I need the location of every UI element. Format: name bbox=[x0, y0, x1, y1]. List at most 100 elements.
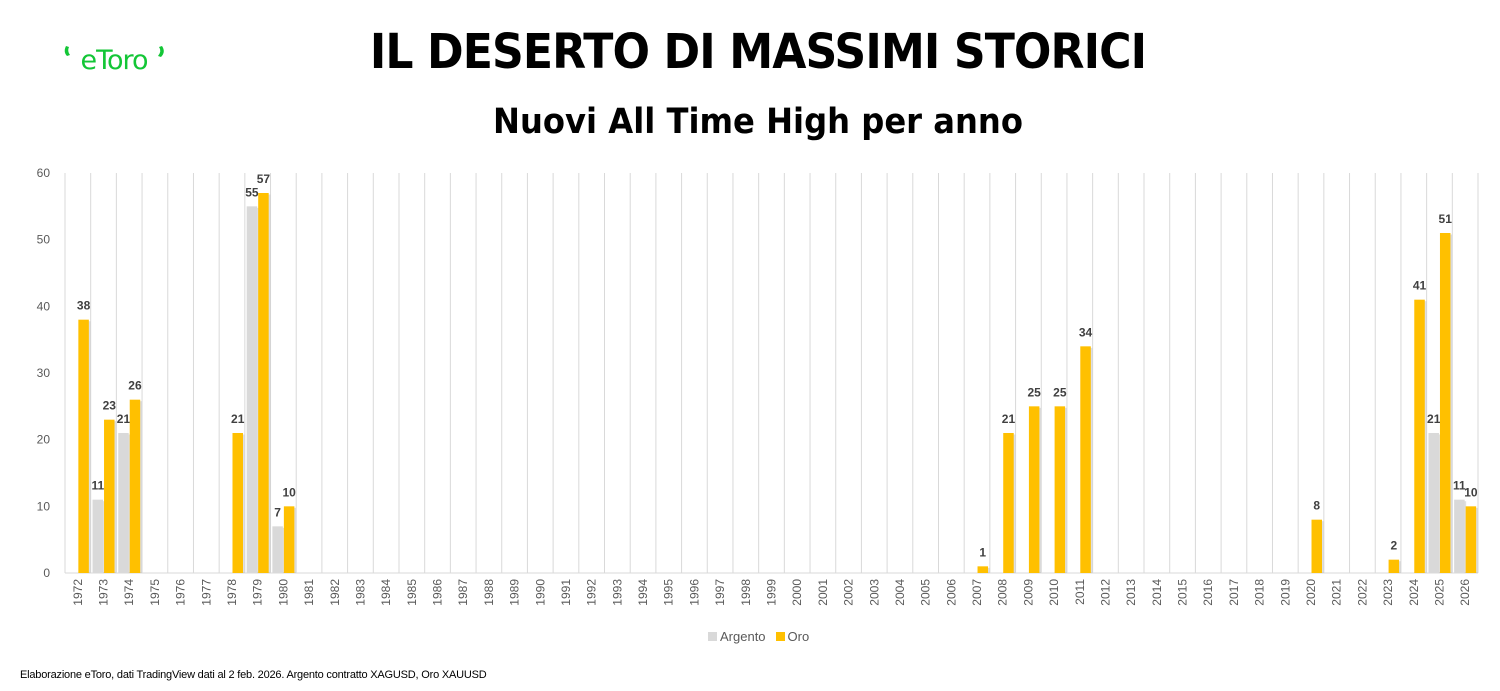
x-tick-label: 2018 bbox=[1253, 579, 1267, 606]
x-tick-label: 1996 bbox=[687, 579, 701, 606]
y-tick-label: 40 bbox=[37, 299, 51, 313]
data-label: 11 bbox=[1453, 479, 1466, 493]
x-tick-label: 1999 bbox=[765, 579, 779, 606]
x-tick-label: 2025 bbox=[1432, 579, 1446, 606]
x-tick-label: 1974 bbox=[122, 579, 136, 606]
x-tick-label: 2001 bbox=[816, 579, 830, 606]
data-label: 1 bbox=[979, 545, 986, 559]
x-tick-label: 1979 bbox=[251, 579, 265, 606]
bar-oro bbox=[1003, 433, 1014, 573]
bar-argento bbox=[246, 206, 258, 574]
x-tick-label: 1991 bbox=[559, 579, 573, 606]
bar-oro bbox=[129, 399, 141, 573]
x-tick-label: 2020 bbox=[1304, 579, 1318, 606]
x-tick-label: 1994 bbox=[636, 579, 650, 606]
bar-oro bbox=[78, 319, 89, 573]
x-tick-label: 2004 bbox=[893, 579, 907, 606]
bar-oro bbox=[1414, 299, 1425, 573]
x-tick-label: 1981 bbox=[302, 579, 316, 606]
data-label: 25 bbox=[1027, 385, 1041, 399]
x-tick-label: 2012 bbox=[1098, 579, 1112, 606]
x-tick-label: 1985 bbox=[405, 579, 419, 606]
legend-item-argento[interactable]: Argento bbox=[708, 629, 766, 644]
y-tick-label: 50 bbox=[37, 233, 51, 247]
x-tick-label: 2013 bbox=[1124, 579, 1138, 606]
data-label: 34 bbox=[1079, 325, 1093, 339]
data-label: 25 bbox=[1053, 385, 1067, 399]
x-tick-label: 1984 bbox=[379, 579, 393, 606]
data-label: 21 bbox=[1002, 412, 1016, 426]
chart-legend: Argento Oro bbox=[708, 629, 819, 644]
x-tick-label: 1986 bbox=[431, 579, 445, 606]
x-tick-label: 2026 bbox=[1458, 579, 1472, 606]
bar-oro bbox=[232, 433, 243, 573]
x-tick-label: 2009 bbox=[1021, 579, 1035, 606]
data-label: 21 bbox=[117, 412, 131, 426]
x-tick-label: 2008 bbox=[996, 579, 1010, 606]
x-tick-label: 1989 bbox=[508, 579, 522, 606]
x-tick-label: 1982 bbox=[328, 579, 342, 606]
x-tick-label: 1983 bbox=[353, 579, 367, 606]
data-label: 2 bbox=[1390, 539, 1397, 553]
x-tick-label: 2016 bbox=[1201, 579, 1215, 606]
data-label: 26 bbox=[128, 379, 142, 393]
bar-oro bbox=[1054, 406, 1066, 573]
source-note: Elaborazione eToro, dati TradingView dat… bbox=[20, 669, 487, 681]
data-label: 23 bbox=[103, 399, 117, 413]
data-label: 38 bbox=[77, 299, 91, 313]
legend-item-oro[interactable]: Oro bbox=[775, 629, 809, 644]
bar-argento bbox=[1454, 499, 1465, 573]
data-label: 11 bbox=[91, 479, 104, 493]
x-tick-label: 1990 bbox=[533, 579, 547, 606]
x-tick-label: 2021 bbox=[1330, 579, 1344, 606]
x-tick-label: 1975 bbox=[148, 579, 162, 606]
bar-oro bbox=[1465, 506, 1477, 573]
x-tick-label: 2003 bbox=[867, 579, 881, 606]
x-tick-label: 1995 bbox=[662, 579, 676, 606]
bar-oro bbox=[283, 506, 295, 573]
y-tick-label: 20 bbox=[37, 433, 51, 447]
bar-oro bbox=[1439, 233, 1451, 573]
bar-argento bbox=[272, 526, 283, 573]
bar-argento bbox=[118, 433, 129, 573]
data-label: 21 bbox=[231, 412, 245, 426]
x-tick-label: 2019 bbox=[1278, 579, 1292, 606]
y-tick-label: 30 bbox=[37, 366, 51, 380]
bar-oro bbox=[1388, 559, 1400, 573]
x-tick-label: 1972 bbox=[71, 579, 85, 606]
x-tick-label: 2006 bbox=[944, 579, 958, 606]
x-tick-label: 1997 bbox=[713, 579, 727, 606]
x-tick-label: 1980 bbox=[276, 579, 290, 606]
x-tick-label: 2005 bbox=[919, 579, 933, 606]
data-label: 7 bbox=[274, 505, 281, 519]
legend-label-argento: Argento bbox=[720, 629, 766, 644]
x-tick-label: 1978 bbox=[225, 579, 239, 606]
x-tick-label: 2017 bbox=[1227, 579, 1241, 606]
data-label: 21 bbox=[1427, 412, 1441, 426]
x-tick-label: 1987 bbox=[456, 579, 470, 606]
bar-argento bbox=[1428, 433, 1439, 573]
y-tick-label: 0 bbox=[43, 566, 50, 580]
x-tick-label: 2000 bbox=[790, 579, 804, 606]
data-label: 8 bbox=[1313, 499, 1320, 513]
x-tick-label: 2015 bbox=[1176, 579, 1190, 606]
x-tick-label: 1993 bbox=[610, 579, 624, 606]
x-tick-label: 1988 bbox=[482, 579, 496, 606]
x-tick-label: 2010 bbox=[1047, 579, 1061, 606]
chart-subtitle: Nuovi All Time High per anno bbox=[493, 102, 1023, 142]
bar-argento bbox=[92, 499, 104, 573]
x-tick-label: 1998 bbox=[739, 579, 753, 606]
y-tick-label: 10 bbox=[37, 499, 51, 513]
x-tick-label: 2023 bbox=[1381, 579, 1395, 606]
bar-oro bbox=[1028, 406, 1040, 573]
bar-oro bbox=[258, 193, 269, 573]
x-tick-label: 1977 bbox=[199, 579, 213, 606]
logo-text: eToro bbox=[80, 45, 148, 76]
data-label: 10 bbox=[1464, 485, 1478, 499]
data-label: 55 bbox=[245, 185, 259, 199]
x-tick-label: 2011 bbox=[1073, 579, 1087, 605]
legend-swatch-argento bbox=[708, 632, 717, 641]
data-label: 10 bbox=[282, 485, 296, 499]
bar-oro bbox=[977, 566, 989, 573]
